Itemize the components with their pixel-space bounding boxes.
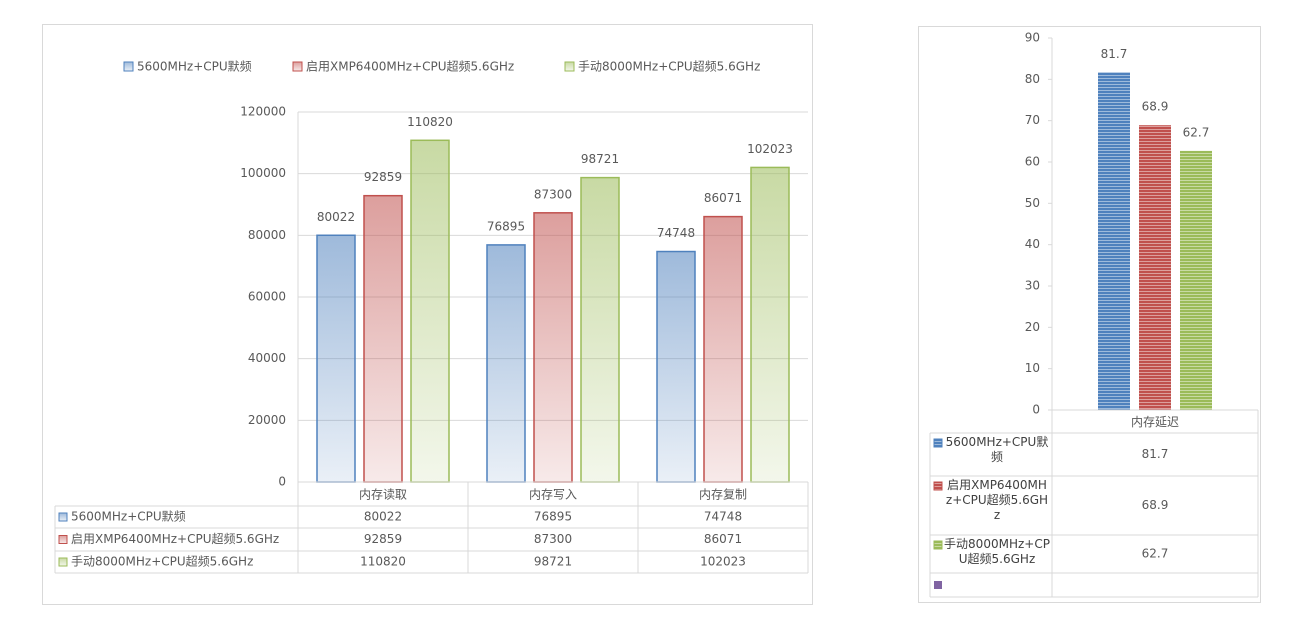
legend-key [58, 557, 68, 567]
legend-marker [292, 61, 303, 72]
legend-marker [123, 61, 134, 72]
legend-label: 5600MHz+CPU默频 [137, 59, 252, 74]
table-value: 80022 [364, 510, 402, 524]
legend-key [933, 438, 943, 448]
legend-marker [564, 61, 575, 72]
table-value: 62.7 [1142, 547, 1169, 561]
y-tick-label: 40 [1025, 237, 1040, 251]
series-name: 启用XMP6400MHz+CPU超频5.6GHz [945, 478, 1049, 522]
y-tick-label: 60 [1025, 155, 1040, 169]
bar [486, 244, 526, 483]
y-tick-label: 90 [1025, 31, 1040, 45]
y-tick-label: 70 [1025, 113, 1040, 127]
y-tick-label: 10 [1025, 361, 1040, 375]
y-tick-label: 20 [1025, 320, 1040, 334]
data-label: 98721 [581, 152, 619, 166]
table-value: 87300 [534, 532, 572, 546]
series-name: 5600MHz+CPU默频 [71, 509, 186, 524]
y-tick-label: 0 [1032, 403, 1040, 417]
table-value: 81.7 [1142, 447, 1169, 461]
data-label: 87300 [534, 187, 572, 201]
data-label: 110820 [407, 115, 453, 129]
table-value: 102023 [700, 555, 746, 569]
data-label: 62.7 [1183, 125, 1210, 139]
legend-label: 启用XMP6400MHz+CPU超频5.6GHz [306, 59, 514, 74]
category-label: 内存复制 [699, 488, 747, 502]
legend-key [933, 540, 943, 550]
legend-key [58, 512, 68, 522]
series-name: 手动8000MHz+CPU超频5.6GHz [71, 554, 253, 569]
bar [1098, 72, 1130, 410]
bar [703, 215, 743, 483]
y-tick-label: 0 [278, 475, 286, 489]
category-label: 内存写入 [529, 488, 577, 502]
y-tick-label: 20000 [248, 413, 286, 427]
legend-label: 手动8000MHz+CPU超频5.6GHz [578, 59, 760, 74]
bar [316, 234, 356, 483]
table-value: 110820 [360, 555, 406, 569]
table-value: 76895 [534, 510, 572, 524]
data-label: 80022 [317, 210, 355, 224]
series-name: 启用XMP6400MHz+CPU超频5.6GHz [71, 531, 279, 546]
bar [580, 176, 620, 483]
category-label: 内存读取 [359, 488, 407, 502]
bar [1180, 150, 1212, 410]
series-name-box: 手动8000MHz+CPU超频5.6GHz [944, 537, 1050, 566]
legend-key [934, 581, 942, 589]
table-value: 98721 [534, 555, 572, 569]
data-label: 68.9 [1142, 100, 1169, 114]
y-tick-label: 80000 [248, 228, 286, 242]
data-label: 74748 [657, 226, 695, 240]
category-label: 内存延迟 [1131, 415, 1179, 429]
bar [363, 194, 403, 483]
bar [410, 139, 450, 483]
y-tick-label: 40000 [248, 351, 286, 365]
data-label: 86071 [704, 191, 742, 205]
y-tick-label: 100000 [240, 166, 286, 180]
y-tick-label: 60000 [248, 290, 286, 304]
bar [1139, 125, 1171, 411]
table-value: 74748 [704, 510, 742, 524]
data-label: 81.7 [1101, 47, 1128, 61]
series-name: 5600MHz+CPU默频 [945, 435, 1049, 464]
table-value: 68.9 [1142, 498, 1169, 512]
series-name: 手动8000MHz+CPU超频5.6GHz [944, 537, 1050, 566]
bar [656, 250, 696, 483]
legend-key [933, 481, 943, 491]
y-tick-label: 30 [1025, 279, 1040, 293]
bar [533, 212, 573, 483]
bar [750, 166, 790, 483]
legend-key [58, 535, 68, 544]
series-name-box: 5600MHz+CPU默频 [945, 435, 1049, 464]
data-label: 76895 [487, 219, 525, 233]
y-tick-label: 80 [1025, 72, 1040, 86]
y-tick-label: 50 [1025, 196, 1040, 210]
table-value: 86071 [704, 532, 742, 546]
table-value: 92859 [364, 532, 402, 546]
y-tick-label: 120000 [240, 105, 286, 119]
data-label: 102023 [747, 142, 793, 156]
series-name-box: 启用XMP6400MHz+CPU超频5.6GHz [945, 478, 1049, 522]
data-label: 92859 [364, 170, 402, 184]
